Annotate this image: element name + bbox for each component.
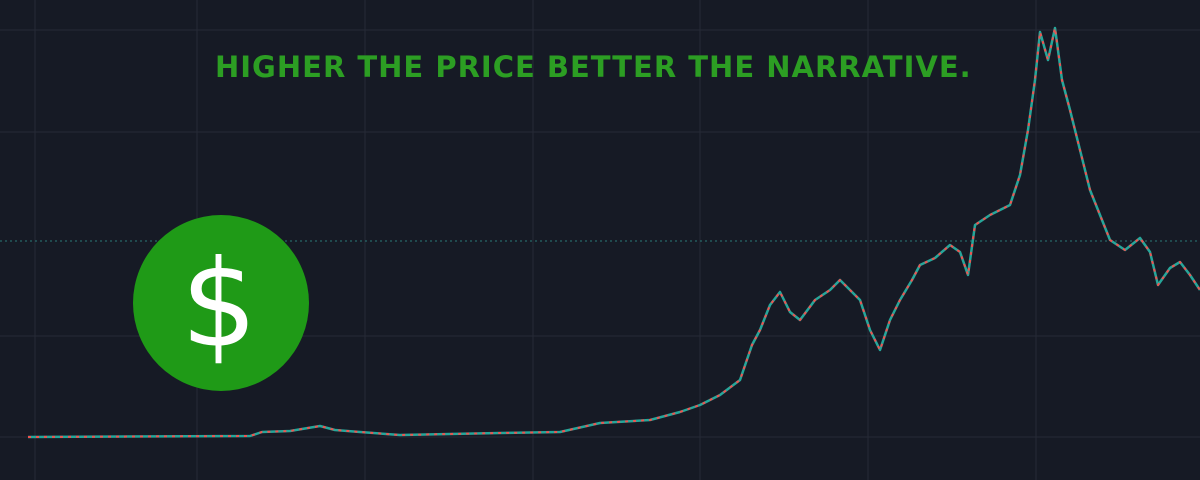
dollar-icon: $ [181, 236, 257, 375]
headline: HIGHER THE PRICE BETTER THE NARRATIVE. [215, 50, 972, 84]
dollar-badge [133, 215, 309, 391]
price-trace-down [27, 27, 1200, 438]
